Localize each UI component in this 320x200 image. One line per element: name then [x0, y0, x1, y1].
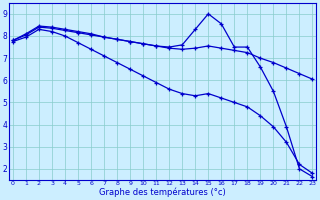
X-axis label: Graphe des températures (°c): Graphe des températures (°c) [99, 188, 226, 197]
